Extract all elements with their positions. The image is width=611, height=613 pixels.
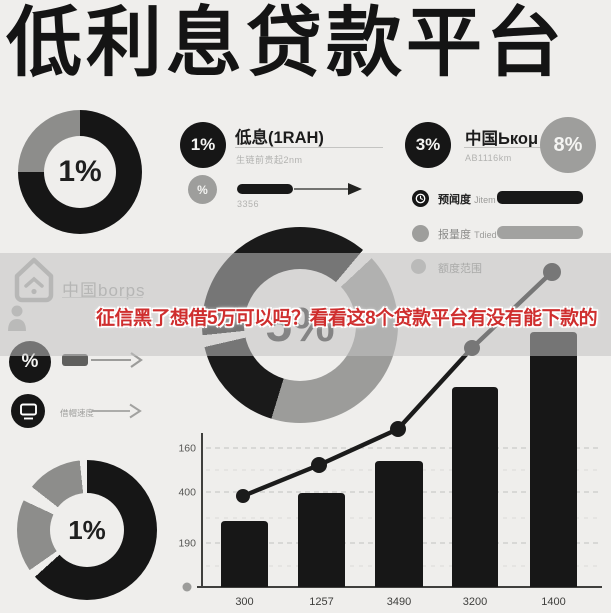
svg-text:3490: 3490	[387, 596, 411, 608]
arrow-right-icon	[92, 403, 142, 419]
progress-subtext: 3356	[237, 199, 260, 209]
donut-bottom-left-value: 1%	[68, 514, 106, 545]
row2-bar	[497, 226, 583, 239]
row1-bar	[497, 191, 583, 204]
right-heading: 中国Ькоμ	[465, 130, 539, 148]
row1-text: 预闻度	[438, 194, 471, 206]
donut-chart-bottom-left: 1%	[17, 460, 157, 600]
progress-pill-black	[237, 184, 293, 194]
right-black-badge: 3%	[405, 122, 451, 168]
svg-text:1257: 1257	[309, 596, 333, 608]
clock-badge	[412, 190, 429, 207]
headline-band	[0, 253, 611, 356]
row2-label: 报量度 Tdied	[438, 226, 497, 242]
headline-text: 征信黑了想借5万可以吗？看看这8个贷款平台有没有能下款的	[96, 308, 598, 329]
monitor-badge	[11, 394, 45, 428]
svg-text:160: 160	[178, 443, 196, 455]
clock-icon	[415, 193, 426, 204]
svg-text:400: 400	[178, 487, 196, 499]
low-interest-subtext: 生链前贵起2nm	[236, 155, 303, 165]
svg-text:1400: 1400	[541, 596, 565, 608]
right-gray-badge: 8%	[540, 117, 596, 173]
speed-label: 借帽速度	[60, 408, 95, 418]
divider	[464, 147, 577, 148]
row2-note: Tdied	[474, 230, 497, 240]
right-subtext: AB1116km	[465, 153, 512, 163]
low-interest-heading: 低息(1RAH)	[235, 129, 324, 147]
arrow-right-icon	[294, 183, 362, 195]
svg-text:190: 190	[178, 538, 196, 550]
row2-dot	[412, 225, 429, 242]
divider	[235, 147, 383, 148]
row1-label: 预闻度 Jitem	[438, 191, 496, 207]
monitor-icon	[19, 403, 37, 419]
svg-text:300: 300	[235, 596, 253, 608]
row2-text: 报量度	[438, 229, 471, 241]
svg-text:3200: 3200	[463, 596, 487, 608]
donut-top-left-value: 1%	[58, 155, 102, 188]
mini-bar	[62, 354, 88, 366]
donut-chart-top-left: 1%	[18, 110, 142, 234]
row1-note: Jitem	[474, 195, 496, 205]
percent-badge-small: %	[188, 175, 217, 204]
page-title: 低利息贷款平台	[6, 1, 566, 86]
low-interest-badge: 1%	[180, 122, 226, 168]
